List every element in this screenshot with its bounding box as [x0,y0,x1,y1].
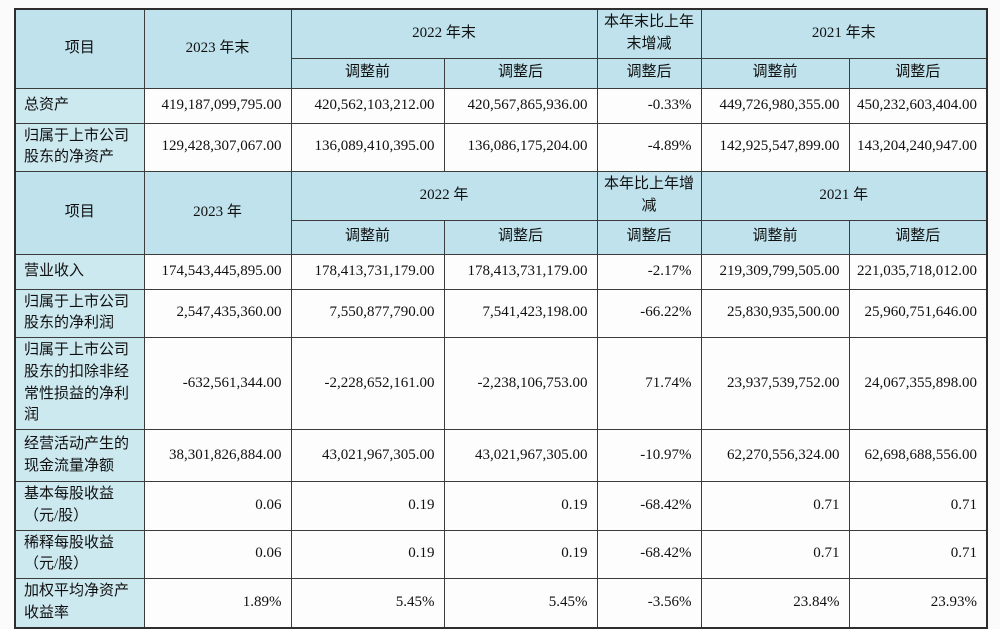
cell-value: 219,309,799,505.00 [700,253,850,290]
table-row: 归属于上市公司股东的净资产 129,428,307,067.00 136,089… [14,122,988,172]
table-row: 经营活动产生的现金流量净额 38,301,826,884.00 43,021,9… [14,429,988,482]
financial-indicators-table: 项目 2023 年末 2022 年末 本年末比上年末增减 2021 年末 调整前… [14,8,989,629]
cell-value: 43,021,967,305.00 [290,429,445,482]
cell-value: 0.06 [143,529,292,579]
table-row: 总资产 419,187,099,795.00 420,562,103,212.0… [14,87,988,124]
cell-value: 449,726,980,355.00 [700,87,850,124]
cell-value: 143,204,240,947.00 [848,122,988,172]
cell-value: 0.19 [443,481,598,531]
cell-value: 2,547,435,360.00 [143,288,292,338]
cell-value: 62,698,688,556.00 [848,429,988,482]
cell-value: 1.89% [143,578,292,628]
cell-value: -632,561,344.00 [143,337,292,430]
cell-value: 5.45% [290,578,445,628]
column-header-item: 项目 [14,171,145,255]
column-header-item: 项目 [14,8,145,89]
document-page: 项目 2023 年末 2022 年末 本年末比上年末增减 2021 年末 调整前… [14,8,989,629]
cell-value: 221,035,718,012.00 [848,253,988,290]
cell-value: 23.84% [700,578,850,628]
cell-value: 450,232,603,404.00 [848,87,988,124]
subheader-after-adjustment: 调整后 [443,57,598,89]
cell-value: -66.22% [596,288,702,338]
column-header-2022-yearend: 2022 年末 [290,8,598,59]
cell-value: 7,550,877,790.00 [290,288,445,338]
subheader-after-adjustment: 调整后 [848,57,988,89]
cell-value: 178,413,731,179.00 [443,253,598,290]
subheader-after-adjustment: 调整后 [596,219,702,255]
row-label: 基本每股收益（元/股） [14,481,145,531]
subheader-after-adjustment: 调整后 [848,219,988,255]
table-row: 归属于上市公司股东的净利润 2,547,435,360.00 7,550,877… [14,288,988,338]
table-row: 项目 2023 年 2022 年 本年比上年增减 2021 年 [14,171,988,255]
cell-value: 136,089,410,395.00 [290,122,445,172]
cell-value: 38,301,826,884.00 [143,429,292,482]
cell-value: -2,228,652,161.00 [290,337,445,430]
table-row: 项目 2023 年末 2022 年末 本年末比上年末增减 2021 年末 [14,8,988,89]
cell-value: -4.89% [596,122,702,172]
cell-value: 5.45% [443,578,598,628]
subheader-before-adjustment: 调整前 [290,57,445,89]
column-header-2021: 2021 年 [700,171,988,221]
cell-value: 0.19 [290,529,445,579]
table-row: 加权平均净资产收益率 1.89% 5.45% 5.45% -3.56% 23.8… [14,578,988,628]
column-header-2022: 2022 年 [290,171,598,221]
cell-value: 0.71 [700,529,850,579]
subheader-before-adjustment: 调整前 [700,219,850,255]
cell-value: 23.93% [848,578,988,628]
row-label: 营业收入 [14,253,145,290]
cell-value: 7,541,423,198.00 [443,288,598,338]
cell-value: 420,562,103,212.00 [290,87,445,124]
row-label: 加权平均净资产收益率 [14,578,145,628]
cell-value: -0.33% [596,87,702,124]
table-row: 稀释每股收益（元/股） 0.06 0.19 0.19 -68.42% 0.71 … [14,529,988,579]
cell-value: -2,238,106,753.00 [443,337,598,430]
table-row: 营业收入 174,543,445,895.00 178,413,731,179.… [14,253,988,290]
row-label: 总资产 [14,87,145,124]
cell-value: 25,960,751,646.00 [848,288,988,338]
cell-value: 419,187,099,795.00 [143,87,292,124]
table-row: 调整前 调整后 调整后 调整前 调整后 [15,57,988,89]
cell-value: 24,067,355,898.00 [848,337,988,430]
subheader-after-adjustment: 调整后 [443,219,598,255]
cell-value: -68.42% [596,481,702,531]
cell-value: 0.19 [443,529,598,579]
row-label: 经营活动产生的现金流量净额 [14,429,145,482]
column-header-yearend-change: 本年末比上年末增减 [596,8,702,59]
cell-value: -10.97% [596,429,702,482]
subheader-after-adjustment: 调整后 [596,57,702,89]
cell-value: 129,428,307,067.00 [143,122,292,172]
column-header-2023-yearend: 2023 年末 [143,8,292,89]
cell-value: 0.06 [143,481,292,531]
table-row: 调整前 调整后 调整后 调整前 调整后 [15,219,988,255]
cell-value: 62,270,556,324.00 [700,429,850,482]
cell-value: 420,567,865,936.00 [443,87,598,124]
column-header-2023: 2023 年 [143,171,292,255]
cell-value: 174,543,445,895.00 [143,253,292,290]
table-row: 归属于上市公司股东的扣除非经常性损益的净利润 -632,561,344.00 -… [14,337,988,430]
row-label: 归属于上市公司股东的净利润 [14,288,145,338]
cell-value: -68.42% [596,529,702,579]
cell-value: -2.17% [596,253,702,290]
column-header-year-change: 本年比上年增减 [596,171,702,221]
cell-value: -3.56% [596,578,702,628]
cell-value: 23,937,539,752.00 [700,337,850,430]
cell-value: 142,925,547,899.00 [700,122,850,172]
row-label: 稀释每股收益（元/股） [14,529,145,579]
cell-value: 0.71 [848,529,988,579]
table-row: 基本每股收益（元/股） 0.06 0.19 0.19 -68.42% 0.71 … [14,481,988,531]
subheader-before-adjustment: 调整前 [290,219,445,255]
cell-value: 43,021,967,305.00 [443,429,598,482]
cell-value: 25,830,935,500.00 [700,288,850,338]
column-header-2021-yearend: 2021 年末 [700,8,988,59]
cell-value: 0.71 [848,481,988,531]
subheader-before-adjustment: 调整前 [700,57,850,89]
row-label: 归属于上市公司股东的扣除非经常性损益的净利润 [14,337,145,430]
cell-value: 178,413,731,179.00 [290,253,445,290]
cell-value: 136,086,175,204.00 [443,122,598,172]
row-label: 归属于上市公司股东的净资产 [14,122,145,172]
cell-value: 0.19 [290,481,445,531]
cell-value: 71.74% [596,337,702,430]
cell-value: 0.71 [700,481,850,531]
